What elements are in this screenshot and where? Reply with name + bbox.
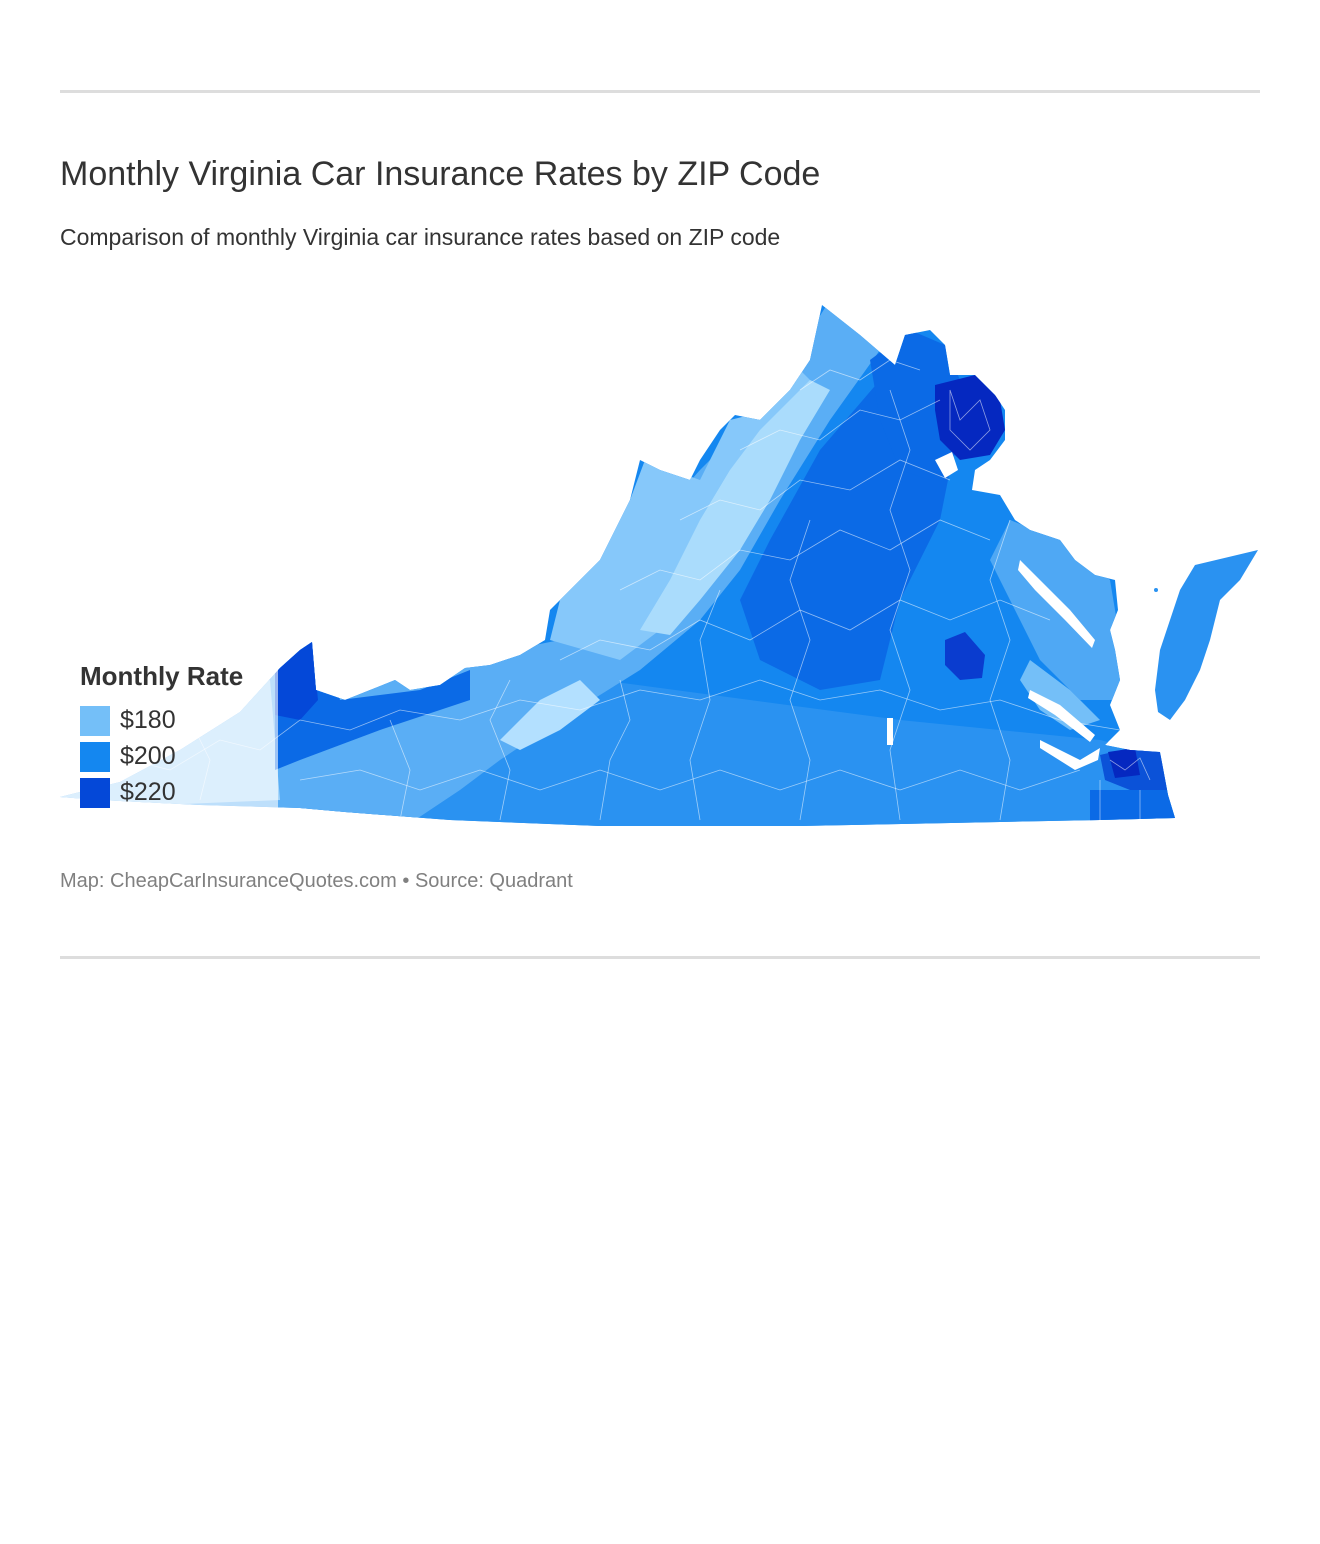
region-shenandoah <box>640 380 830 635</box>
page-title: Monthly Virginia Car Insurance Rates by … <box>60 155 821 193</box>
region-richmond <box>945 632 985 680</box>
region-virginia-beach <box>1090 790 1175 825</box>
water-york-river <box>1028 690 1095 742</box>
region-norfolk <box>1108 748 1140 778</box>
water-james-river <box>1040 740 1100 770</box>
region-middle-peninsula <box>1020 660 1100 730</box>
region-loudoun <box>870 330 960 480</box>
choropleth-map: Monthly Rate $180 $200 $220 <box>0 290 1320 850</box>
water-occoquan <box>935 452 958 478</box>
top-divider <box>60 90 1260 93</box>
legend-label-220: $220 <box>120 778 176 806</box>
region-eastern-shore <box>1155 550 1258 720</box>
bottom-divider <box>60 956 1260 959</box>
legend-swatch-180 <box>80 706 110 736</box>
legend-title: Monthly Rate <box>80 661 244 691</box>
page-subtitle: Comparison of monthly Virginia car insur… <box>60 224 781 250</box>
map-credit: Map: CheapCarInsuranceQuotes.com • Sourc… <box>60 870 573 892</box>
legend-swatch-220 <box>80 778 110 808</box>
legend-label-200: $200 <box>120 742 176 770</box>
legend-label-180: $180 <box>120 706 176 734</box>
water-rappahannock <box>1018 560 1095 648</box>
island-tangier <box>1154 588 1158 592</box>
legend-swatch-200 <box>80 742 110 772</box>
region-roanoke-valley <box>500 680 600 750</box>
water-lake <box>887 718 893 745</box>
map-legend: Monthly Rate $180 $200 $220 <box>60 655 278 815</box>
